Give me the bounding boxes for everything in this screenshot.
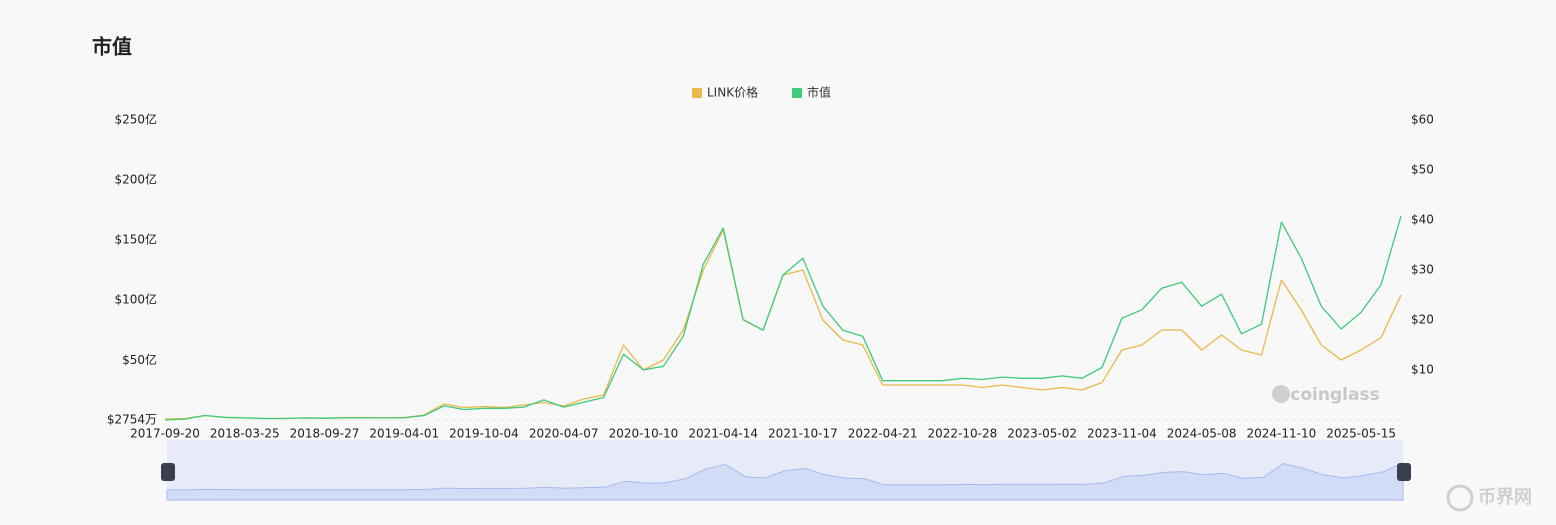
legend-swatch [692,88,702,98]
y2-tick-label: $60 [1411,113,1434,127]
x-tick-label: 2021-04-14 [688,427,758,441]
brand: 币界网 [1478,487,1532,508]
zoom-handle[interactable] [1397,463,1411,481]
x-tick-label: 2024-11-10 [1247,427,1317,441]
x-tick-label: 2019-04-01 [369,427,439,441]
watermark-logo [1272,385,1290,403]
legend-label: LINK价格 [707,85,758,100]
y2-tick-label: $40 [1411,213,1434,227]
x-tick-label: 2023-05-02 [1007,427,1077,441]
legend-label: 市值 [807,85,831,100]
y2-tick-label: $30 [1411,263,1434,277]
watermark: coinglass [1290,385,1379,405]
brand-logo [1446,484,1474,512]
plot: $2754万 $50亿 $100亿 $150亿 $200亿 $250亿 $10 $20 $30 $… [107,112,1434,441]
x-tick-label: 2022-04-21 [848,427,918,441]
series-line [164,215,1402,421]
x-tick-label: 2020-04-07 [529,427,599,441]
y-tick-label: $200亿 [114,172,157,187]
y-tick-label: $250亿 [114,112,157,127]
x-tick-label: 2023-11-04 [1087,427,1157,441]
x-tick-label: 2019-10-04 [449,427,519,441]
zoom-area [166,462,1404,501]
y-tick-label: $50亿 [122,352,157,367]
series-line [164,229,1402,420]
decor-shadow [550,0,910,45]
chart-title: 市值 [92,35,132,59]
x-tick-label: 2018-03-25 [210,427,280,441]
y2-tick-label: $50 [1411,163,1434,177]
x-tick-label: 2024-05-08 [1167,427,1237,441]
x-tick-label: 2025-05-15 [1326,427,1396,441]
x-tick-label: 2017-09-20 [130,427,200,441]
y-tick-label: $100亿 [114,292,157,307]
x-tick-label: 2020-10-10 [609,427,679,441]
y-tick-label: $150亿 [114,232,157,247]
y2-tick-label: $20 [1411,313,1434,327]
zoom-handle[interactable] [161,463,175,481]
x-tick-label: 2021-10-17 [768,427,838,441]
y-tick-label: $2754万 [107,413,157,427]
x-tick-label: 2022-10-28 [928,427,998,441]
y2-tick-label: $10 [1411,363,1434,377]
zoom-preview [166,462,1404,501]
legend: LINK价格 市值 [692,85,831,100]
legend-swatch [792,88,802,98]
x-tick-label: 2018-09-27 [290,427,360,441]
